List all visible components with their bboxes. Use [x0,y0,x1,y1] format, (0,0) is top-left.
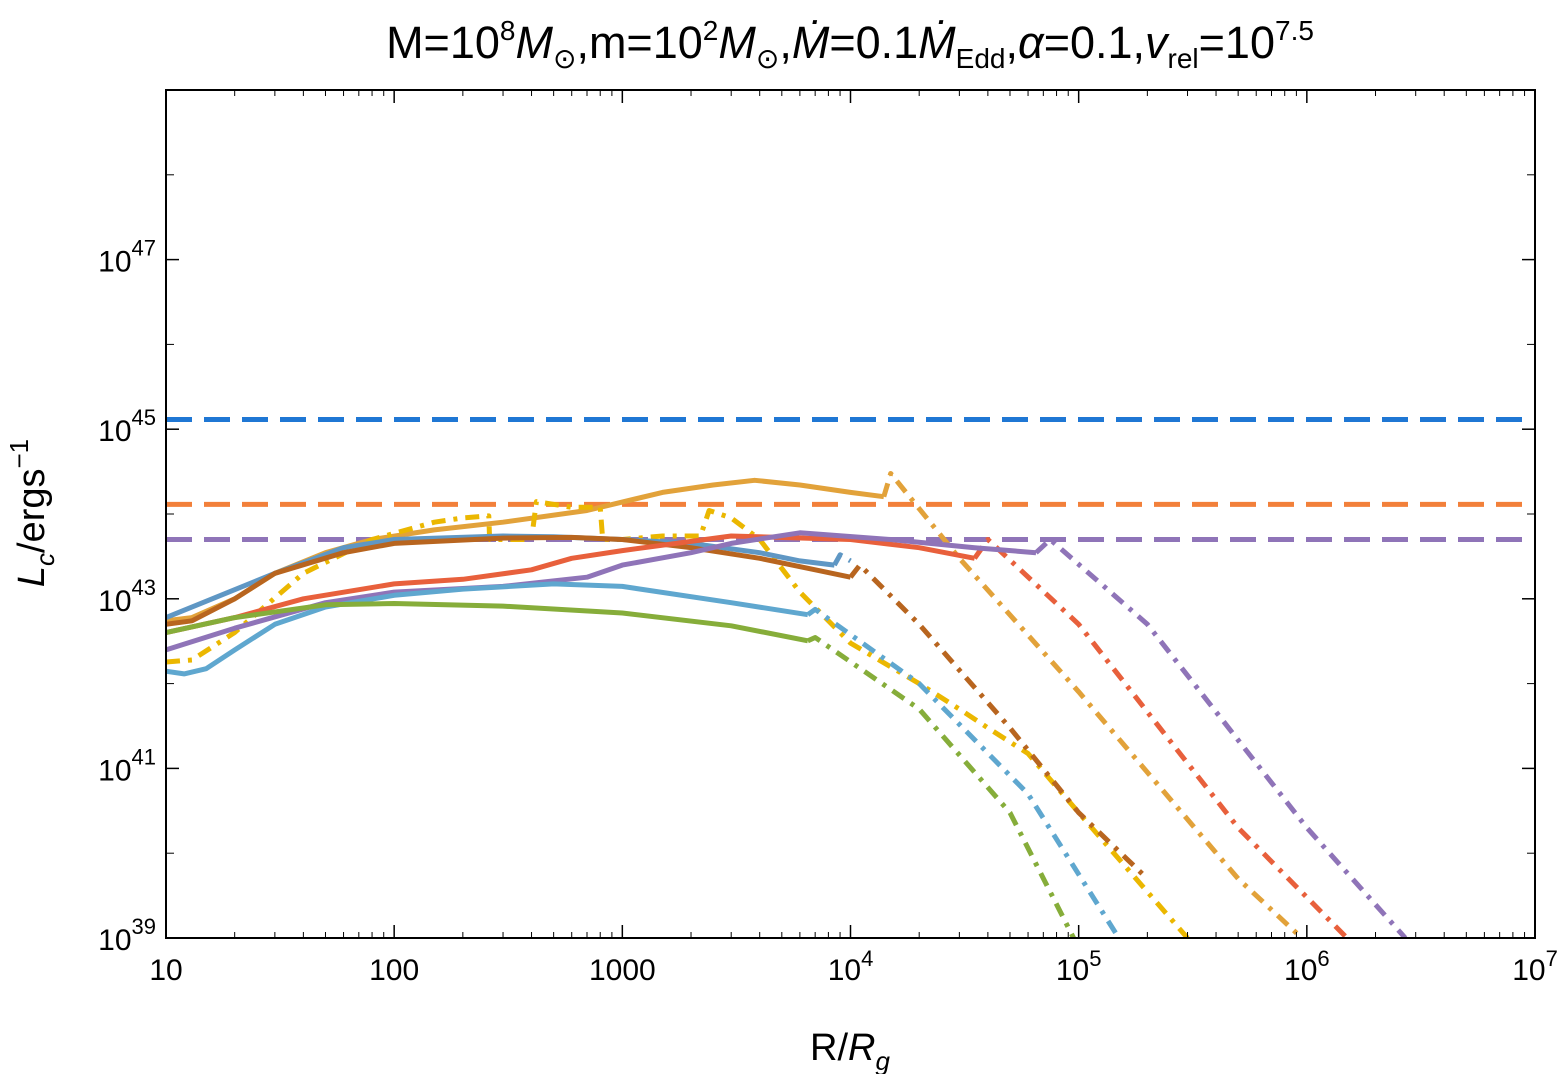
series-line-5 [832,552,852,567]
x-axis-label: R/Rg [810,1027,890,1074]
series-line-12 [166,581,809,677]
y-tick-label: 1045 [98,405,156,448]
chart-title: M=108M⊙,m=102M⊙,Ṁ=0.1ṀEdd,α=0.1,vrel=107… [386,15,1314,74]
series-line-14 [166,601,809,644]
x-tick-label: 105 [1056,946,1102,987]
x-tick-label: 106 [1284,946,1330,987]
x-axis: 10 100 1000 104 105 106 107 [149,90,1558,987]
series-line-3 [166,499,1190,938]
y-axis: 1039 1041 1043 1045 1047 [98,174,1535,957]
series-line-10 [166,530,1037,653]
y-tick-label: 1039 [98,914,156,957]
series-line-13 [806,606,1121,938]
y-tick-label: 1041 [98,744,156,787]
y-tick-label: 1043 [98,575,156,618]
series-line-11 [1034,537,1408,938]
plot-frame [165,89,1536,939]
x-tick-label: 1000 [589,954,656,987]
x-tick-label: 104 [828,946,874,987]
y-tick-label: 1047 [98,236,156,279]
x-tick-label: 10 [149,954,182,987]
series-line-7 [848,562,1150,881]
series-line-15 [806,635,1076,938]
x-tick-label: 100 [369,954,419,987]
plot-area [166,417,1535,938]
series-line-8 [166,533,976,635]
series-line-6 [166,534,852,627]
x-tick-label: 107 [1512,946,1558,987]
series-line-9 [972,537,1349,938]
y-axis-label: Lc/ergs−1 [4,439,60,587]
